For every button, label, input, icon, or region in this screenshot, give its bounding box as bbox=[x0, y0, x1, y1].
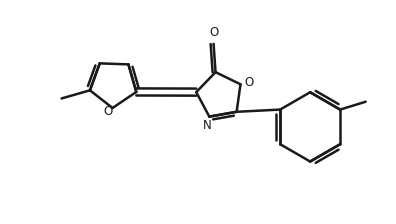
Text: O: O bbox=[209, 26, 218, 39]
Text: O: O bbox=[103, 105, 112, 118]
Text: N: N bbox=[203, 119, 212, 132]
Text: O: O bbox=[244, 76, 254, 89]
